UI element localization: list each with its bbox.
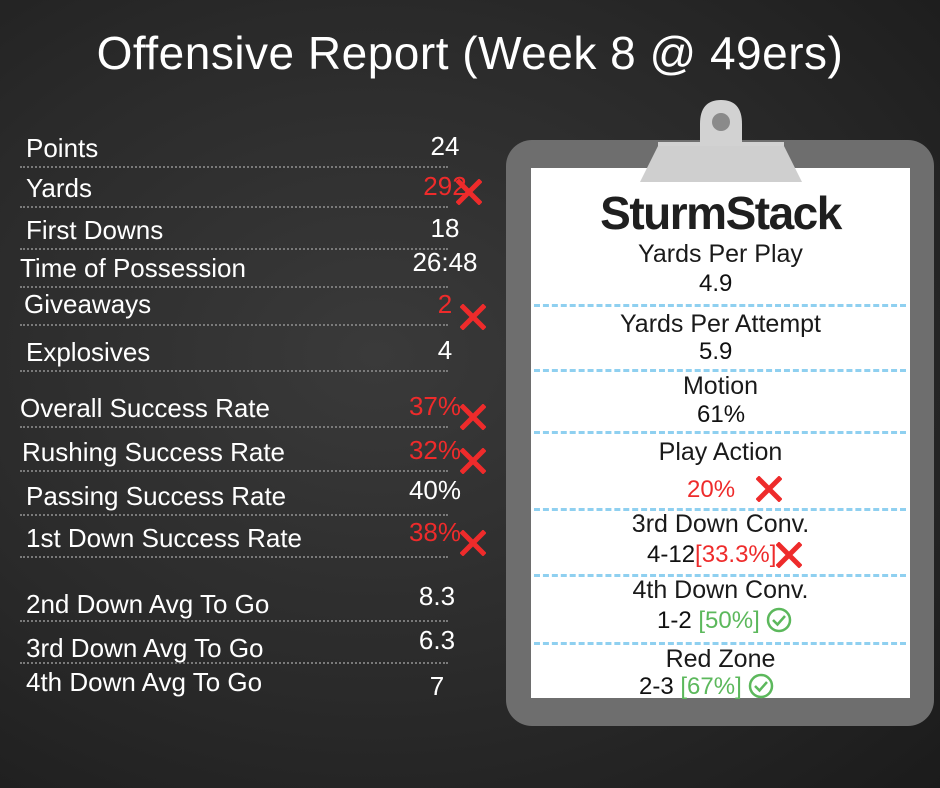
stat-row-time-of-possession: Time of Possession 26:48: [20, 247, 478, 288]
stat-value: 26:48: [412, 247, 478, 277]
stat-label: Explosives: [26, 337, 151, 367]
clip-item-3rd-down-conv: 3rd Down Conv. 4-12[33.3%]: [531, 510, 910, 578]
stat-label: Time of Possession: [20, 253, 246, 283]
clip-value-text: 4-12: [647, 541, 696, 568]
clip-item-value: 61%: [697, 401, 745, 429]
clip-value-text: 61%: [697, 401, 746, 428]
clip-value-text: 2-3: [639, 673, 674, 700]
stat-label: Overall Success Rate: [20, 393, 270, 423]
clip-value-text: 1-2: [657, 607, 692, 634]
clip-value-text: 5.9: [699, 338, 733, 365]
stat-value: 6.3: [418, 625, 456, 655]
clip-item-value: 2-3 [67%]: [639, 673, 774, 701]
clip-extra-text: [50%]: [698, 607, 760, 634]
divider: [534, 304, 906, 307]
divider: [534, 369, 906, 372]
divider: [534, 431, 906, 434]
clip-item-label: Yards Per Play: [638, 240, 803, 268]
stat-value: 2: [437, 289, 453, 319]
stat-value: 38%: [408, 517, 462, 547]
stat-row-first-downs: First Downs 18: [20, 213, 459, 250]
x-mark-icon: [456, 179, 482, 205]
clip-item-label: Red Zone: [665, 645, 776, 673]
stat-label: Giveaways: [24, 289, 152, 319]
stat-label: 1st Down Success Rate: [26, 523, 303, 553]
clip-item-value: 4-12[33.3%]: [647, 541, 803, 569]
clip-item-label: 4th Down Conv.: [632, 576, 809, 604]
clip-extra-text: [33.3%]: [695, 541, 777, 568]
stat-label: Yards: [26, 173, 92, 203]
clip-item-value: 4.9: [699, 270, 732, 298]
stat-label: First Downs: [26, 215, 164, 245]
stat-row-rushing-success-rate: Rushing Success Rate 32%: [20, 435, 461, 472]
stat-row-3rd-down-avg-to-go: 3rd Down Avg To Go 6.3: [20, 625, 455, 664]
check-circle-icon: [749, 673, 774, 698]
stat-row-overall-success-rate: Overall Success Rate 37%: [20, 391, 461, 428]
stat-row-passing-success-rate: Passing Success Rate 40%: [20, 475, 461, 516]
stat-value: 32%: [408, 435, 462, 465]
stat-value: 40%: [408, 475, 462, 505]
clip-item-red-zone: Red Zone 2-3 [67%]: [531, 645, 910, 713]
clip-extra-text: [67%]: [680, 673, 742, 700]
divider: [534, 574, 906, 577]
stat-label: Passing Success Rate: [26, 481, 287, 511]
stat-row-1st-down-success-rate: 1st Down Success Rate 38%: [20, 517, 461, 558]
stat-value: 4: [437, 335, 453, 365]
x-mark-icon: [776, 541, 803, 568]
check-circle-icon: [767, 607, 792, 632]
x-mark-icon: [460, 530, 486, 556]
stat-label: Points: [26, 133, 99, 163]
clip-value-text: 20%: [687, 476, 736, 503]
stat-value: 292: [423, 171, 467, 201]
stat-value: 7: [429, 671, 445, 701]
clip-item-value: 5.9: [699, 338, 732, 366]
stat-value: 37%: [408, 391, 462, 421]
divider: [534, 642, 906, 645]
clip-item-label: Yards Per Attempt: [619, 310, 821, 338]
stat-value: 18: [430, 213, 460, 243]
clip-item-yards-per-play: Yards Per Play 4.9: [531, 240, 910, 308]
x-mark-icon: [460, 404, 486, 430]
clip-item-value: 1-2 [50%]: [657, 607, 792, 635]
clip-item-motion: Motion 61%: [531, 372, 910, 440]
clip-item-value: 20%: [687, 475, 782, 504]
x-mark-icon: [460, 448, 486, 474]
stat-row-yards: Yards 292: [20, 171, 467, 208]
stat-row-2nd-down-avg-to-go: 2nd Down Avg To Go 8.3: [20, 581, 455, 622]
clip-item-yards-per-attempt: Yards Per Attempt 5.9: [531, 310, 910, 378]
stat-label: 2nd Down Avg To Go: [26, 589, 270, 619]
clip-item-play-action: Play Action 20%: [531, 438, 910, 506]
stat-label: 4th Down Avg To Go: [26, 667, 263, 697]
stat-value: 24: [430, 131, 460, 161]
clip-item-label: Play Action: [658, 438, 783, 466]
stat-row-4th-down-avg-to-go: 4th Down Avg To Go 7: [20, 667, 448, 701]
clip-item-4th-down-conv: 4th Down Conv. 1-2 [50%]: [531, 576, 910, 644]
brand-logo: SturmStack: [600, 187, 842, 239]
stat-row-points: Points 24: [20, 131, 459, 168]
stats-table: Points 24 Yards 292 First Downs 18 Time …: [20, 131, 486, 701]
x-mark-icon: [755, 475, 782, 502]
divider: [534, 508, 906, 511]
clip-value-text: 4.9: [699, 270, 733, 297]
stat-row-giveaways: Giveaways 2: [20, 289, 452, 326]
x-mark-icon: [460, 304, 486, 330]
stat-label: 3rd Down Avg To Go: [26, 633, 264, 663]
stat-row-explosives: Explosives 4: [20, 335, 452, 372]
stat-value: 8.3: [418, 581, 456, 611]
report-title: Offensive Report (Week 8 @ 49ers): [96, 27, 844, 79]
stat-label: Rushing Success Rate: [22, 437, 286, 467]
clipboard-clip-icon: [640, 100, 802, 182]
clip-item-label: Motion: [682, 372, 759, 400]
clip-item-label: 3rd Down Conv.: [631, 510, 810, 538]
